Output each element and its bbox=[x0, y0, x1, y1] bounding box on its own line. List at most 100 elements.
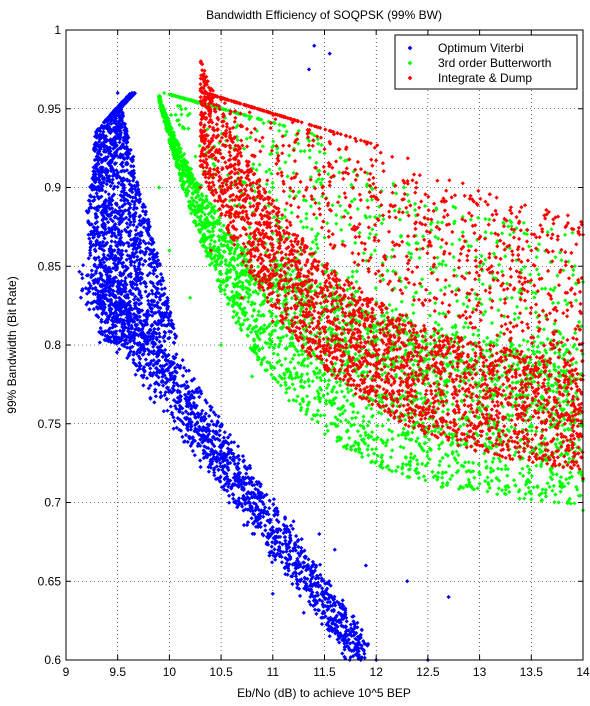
data-point bbox=[462, 392, 467, 397]
data-point bbox=[532, 379, 537, 384]
data-point bbox=[384, 393, 389, 398]
data-point bbox=[304, 412, 309, 417]
data-point bbox=[347, 435, 352, 441]
data-point bbox=[228, 275, 233, 280]
data-point bbox=[358, 433, 363, 438]
data-point bbox=[370, 447, 375, 452]
data-point bbox=[363, 430, 368, 435]
data-point bbox=[324, 304, 329, 309]
data-point bbox=[557, 400, 562, 405]
data-point bbox=[284, 300, 289, 305]
data-point bbox=[425, 450, 430, 455]
data-point bbox=[517, 343, 522, 348]
data-point bbox=[299, 362, 304, 368]
data-point bbox=[243, 273, 248, 278]
data-point bbox=[548, 419, 553, 424]
data-point bbox=[268, 310, 273, 315]
data-point bbox=[218, 283, 223, 288]
data-point bbox=[440, 409, 446, 414]
data-point bbox=[189, 211, 194, 216]
data-point bbox=[237, 273, 242, 278]
data-point bbox=[312, 371, 317, 376]
data-point bbox=[400, 465, 405, 470]
data-point bbox=[415, 397, 420, 402]
data-point bbox=[499, 488, 505, 493]
data-point bbox=[208, 242, 213, 247]
data-point bbox=[323, 295, 328, 300]
data-point bbox=[231, 309, 237, 314]
data-point bbox=[438, 334, 443, 339]
data-point bbox=[485, 335, 490, 340]
data-point bbox=[438, 353, 443, 358]
data-point bbox=[389, 429, 395, 434]
data-point bbox=[292, 311, 297, 316]
data-point bbox=[561, 407, 566, 412]
data-point bbox=[230, 289, 235, 294]
data-point bbox=[224, 283, 230, 288]
data-point bbox=[496, 466, 501, 471]
data-point bbox=[368, 434, 373, 439]
data-point bbox=[496, 486, 501, 491]
data-point bbox=[344, 446, 349, 451]
data-point bbox=[540, 487, 545, 492]
data-point bbox=[540, 459, 545, 464]
data-point bbox=[535, 344, 540, 350]
data-point bbox=[419, 396, 424, 401]
data-point bbox=[246, 326, 251, 331]
data-point bbox=[478, 409, 483, 414]
data-point bbox=[305, 371, 310, 376]
data-point bbox=[345, 398, 350, 403]
data-point bbox=[423, 478, 428, 483]
data-point bbox=[340, 411, 345, 416]
data-point bbox=[550, 472, 556, 477]
data-point bbox=[256, 264, 261, 269]
data-point bbox=[358, 423, 363, 428]
data-point bbox=[316, 394, 321, 399]
data-point bbox=[295, 349, 300, 354]
data-point bbox=[213, 248, 218, 253]
data-point bbox=[572, 501, 577, 506]
data-point bbox=[514, 380, 519, 385]
data-point bbox=[191, 184, 196, 189]
data-point bbox=[539, 462, 544, 467]
data-point bbox=[295, 320, 300, 325]
data-point bbox=[290, 331, 295, 336]
data-point bbox=[288, 341, 293, 346]
data-point bbox=[281, 287, 286, 292]
data-point bbox=[424, 369, 429, 374]
data-point bbox=[488, 470, 493, 475]
data-point bbox=[403, 417, 408, 423]
data-point bbox=[240, 268, 245, 273]
data-point bbox=[373, 340, 378, 345]
data-point bbox=[310, 379, 315, 384]
data-point bbox=[265, 360, 270, 365]
data-point bbox=[403, 433, 408, 438]
data-point bbox=[399, 402, 404, 407]
data-point bbox=[421, 372, 426, 377]
data-point bbox=[366, 403, 372, 408]
data-point bbox=[221, 223, 226, 228]
data-point bbox=[556, 365, 561, 370]
data-point bbox=[305, 394, 310, 399]
data-point bbox=[204, 197, 209, 202]
data-point bbox=[277, 373, 282, 379]
data-point bbox=[177, 167, 182, 172]
data-point bbox=[430, 469, 435, 474]
data-point bbox=[489, 478, 494, 483]
data-point bbox=[409, 374, 414, 379]
data-point bbox=[524, 373, 530, 378]
data-point bbox=[538, 464, 544, 469]
data-point bbox=[457, 486, 462, 491]
data-point bbox=[345, 386, 350, 391]
data-point bbox=[337, 435, 342, 440]
data-point bbox=[529, 423, 534, 428]
data-point bbox=[564, 477, 569, 482]
data-point bbox=[512, 453, 517, 458]
data-point bbox=[420, 421, 426, 426]
data-point bbox=[559, 368, 564, 373]
data-point bbox=[423, 463, 428, 468]
data-point bbox=[458, 376, 463, 381]
data-point bbox=[278, 338, 283, 344]
data-point bbox=[298, 309, 303, 314]
data-point bbox=[230, 295, 235, 300]
